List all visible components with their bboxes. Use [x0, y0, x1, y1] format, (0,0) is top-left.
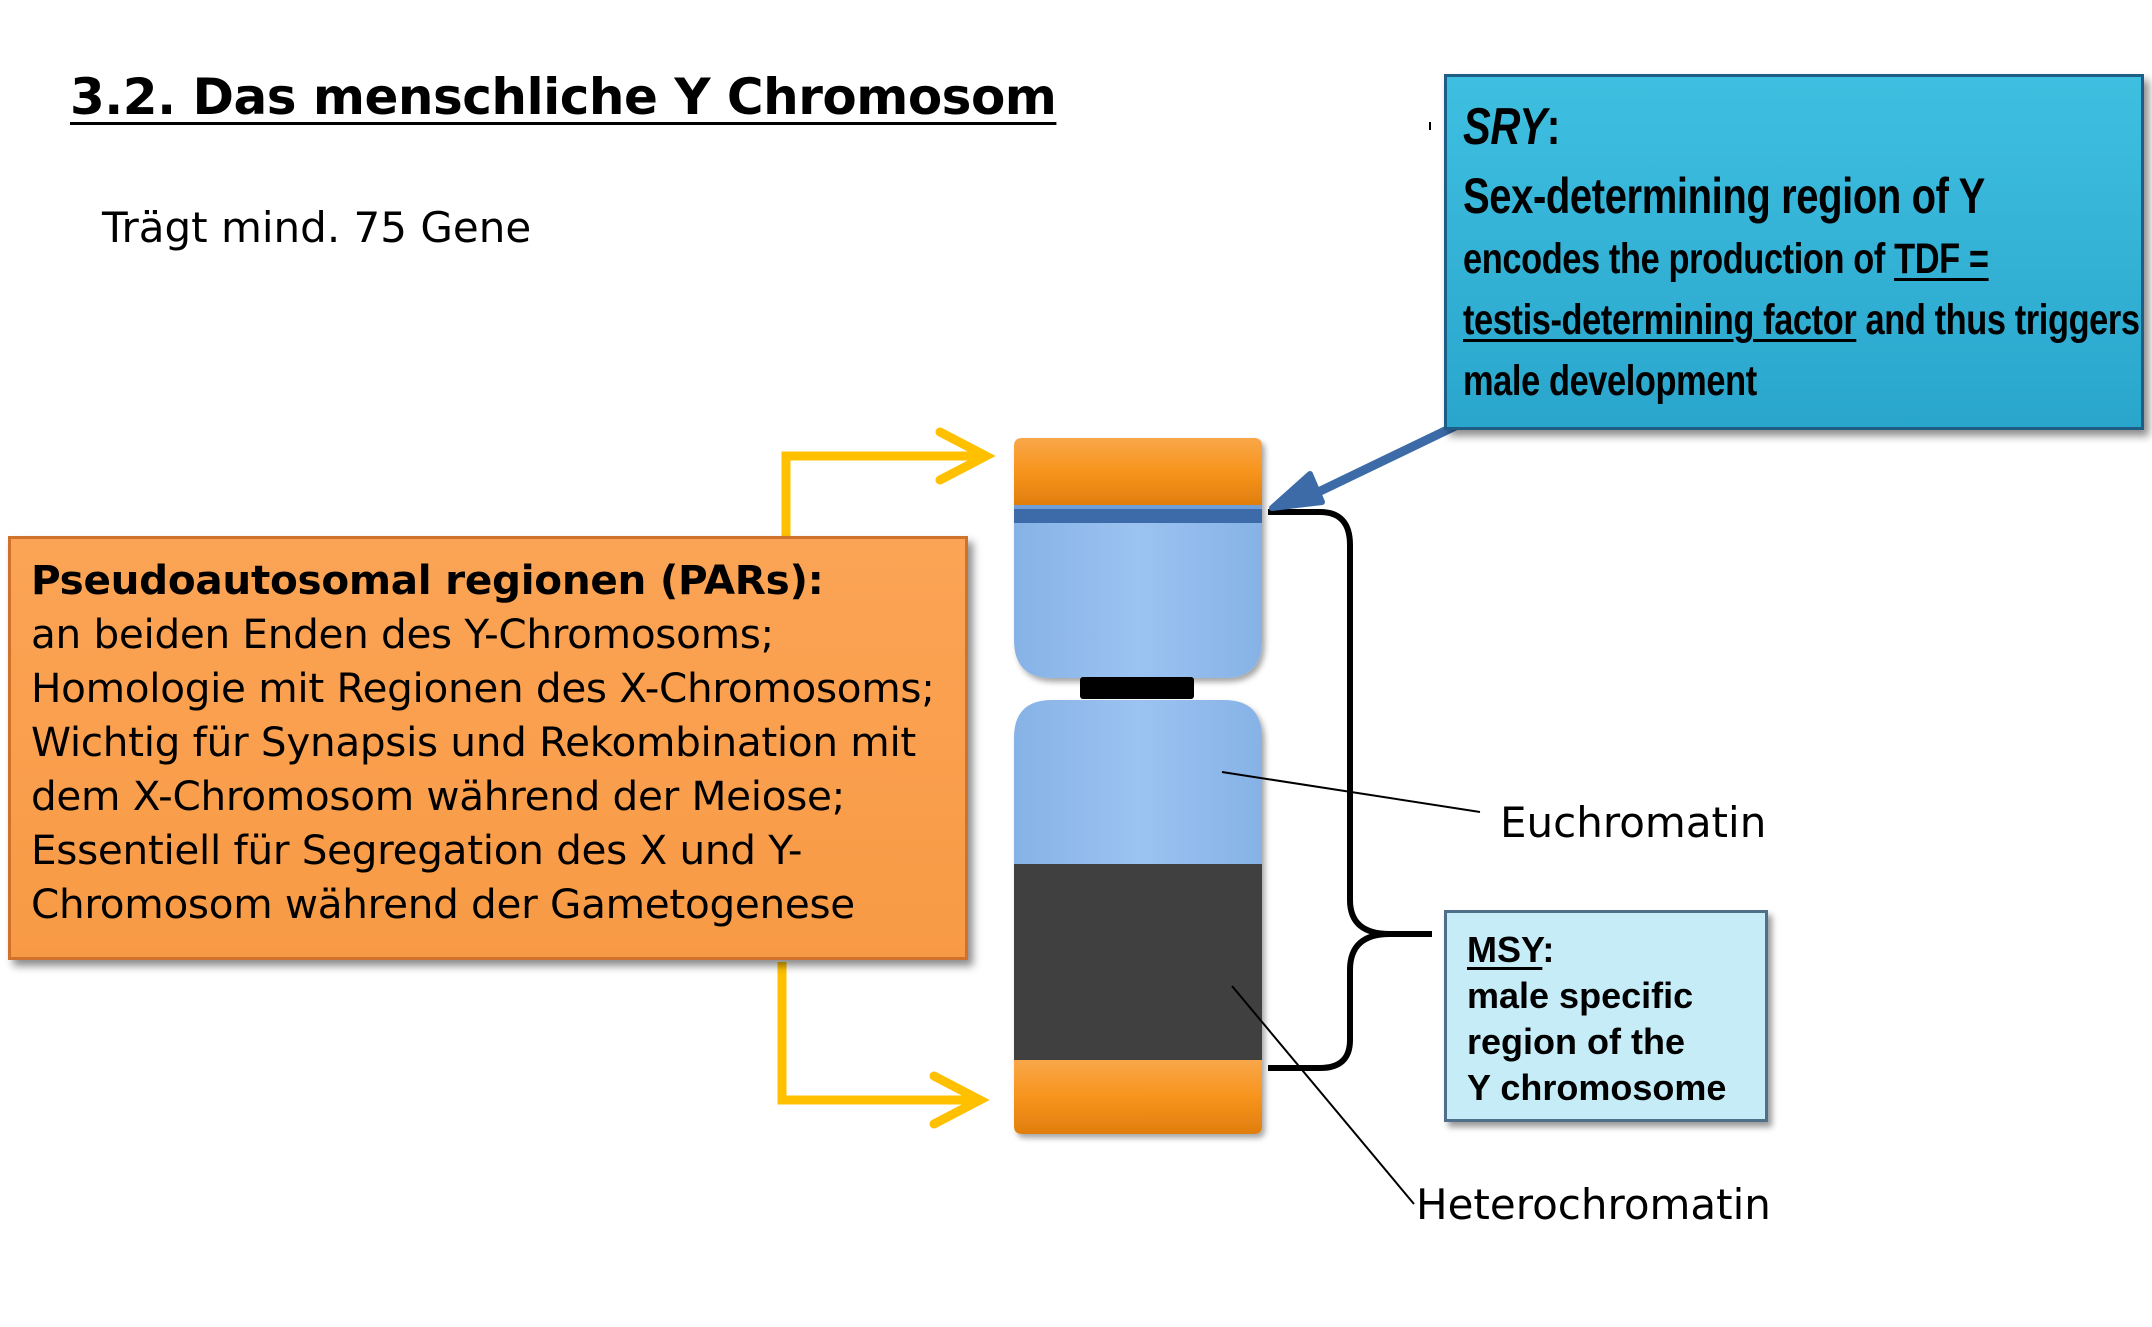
msy-line: Y chromosome: [1467, 1067, 1727, 1108]
par-line: dem X-Chromosom während der Meiose;: [31, 772, 845, 820]
heterochromatin-pointer: [1231, 985, 1415, 1205]
par-line: Homologie mit Regionen des X-Chromosoms;: [31, 664, 935, 712]
par-info-box: Pseudoautosomal regionen (PARs): an beid…: [8, 536, 968, 960]
par1-band: [1014, 438, 1262, 505]
sry-band: [1014, 505, 1262, 523]
gene-count-text: Trägt mind. 75 Gene: [102, 203, 532, 252]
chromosome-short-arm: [1014, 438, 1262, 678]
chromosome-long-arm: [1014, 700, 1262, 1134]
sry-full-name: Sex-determining region of Y: [1463, 168, 1985, 224]
msy-brace: [1268, 509, 1432, 1071]
par-line: Chromosom während der Gametogenese: [31, 880, 855, 928]
par2-band: [1014, 1060, 1262, 1134]
par-line: Wichtig für Synapsis und Rekombination m…: [31, 718, 916, 766]
msy-title: MSY:: [1467, 929, 1555, 970]
par-line: Essentiell für Segregation des X und Y-: [31, 826, 803, 874]
par-heading: Pseudoautosomal regionen (PARs):: [31, 556, 824, 604]
msy-line: region of the: [1467, 1021, 1685, 1062]
sry-description-line: testis-determining factor and thus trigg…: [1463, 296, 2140, 344]
euchromatin-region: [1014, 700, 1262, 864]
centromere: [1080, 677, 1194, 699]
sry-description-line: male development: [1463, 357, 1757, 405]
heterochromatin-region: [1014, 864, 1262, 1060]
euchromatin-label: Euchromatin: [1500, 798, 1767, 847]
sry-arrow: [1269, 413, 1474, 511]
msy-info-box: MSY: male specific region of the Y chrom…: [1444, 910, 1768, 1122]
page-title: 3.2. Das menschliche Y Chromosom: [70, 68, 1057, 126]
euchromatin-pointer: [1221, 771, 1481, 813]
sry-description-line: encodes the production of TDF =: [1463, 235, 1989, 283]
sry-title: SRY:: [1463, 98, 1561, 156]
par-arrow-top: [781, 427, 996, 538]
heterochromatin-label: Heterochromatin: [1416, 1180, 1771, 1229]
msy-line: male specific: [1467, 975, 1694, 1016]
par-line: an beiden Enden des Y-Chromosoms;: [31, 610, 774, 658]
par-arrow-bottom: [777, 962, 990, 1129]
sry-info-box: SRY: Sex-determining region of Y encodes…: [1444, 74, 2144, 430]
